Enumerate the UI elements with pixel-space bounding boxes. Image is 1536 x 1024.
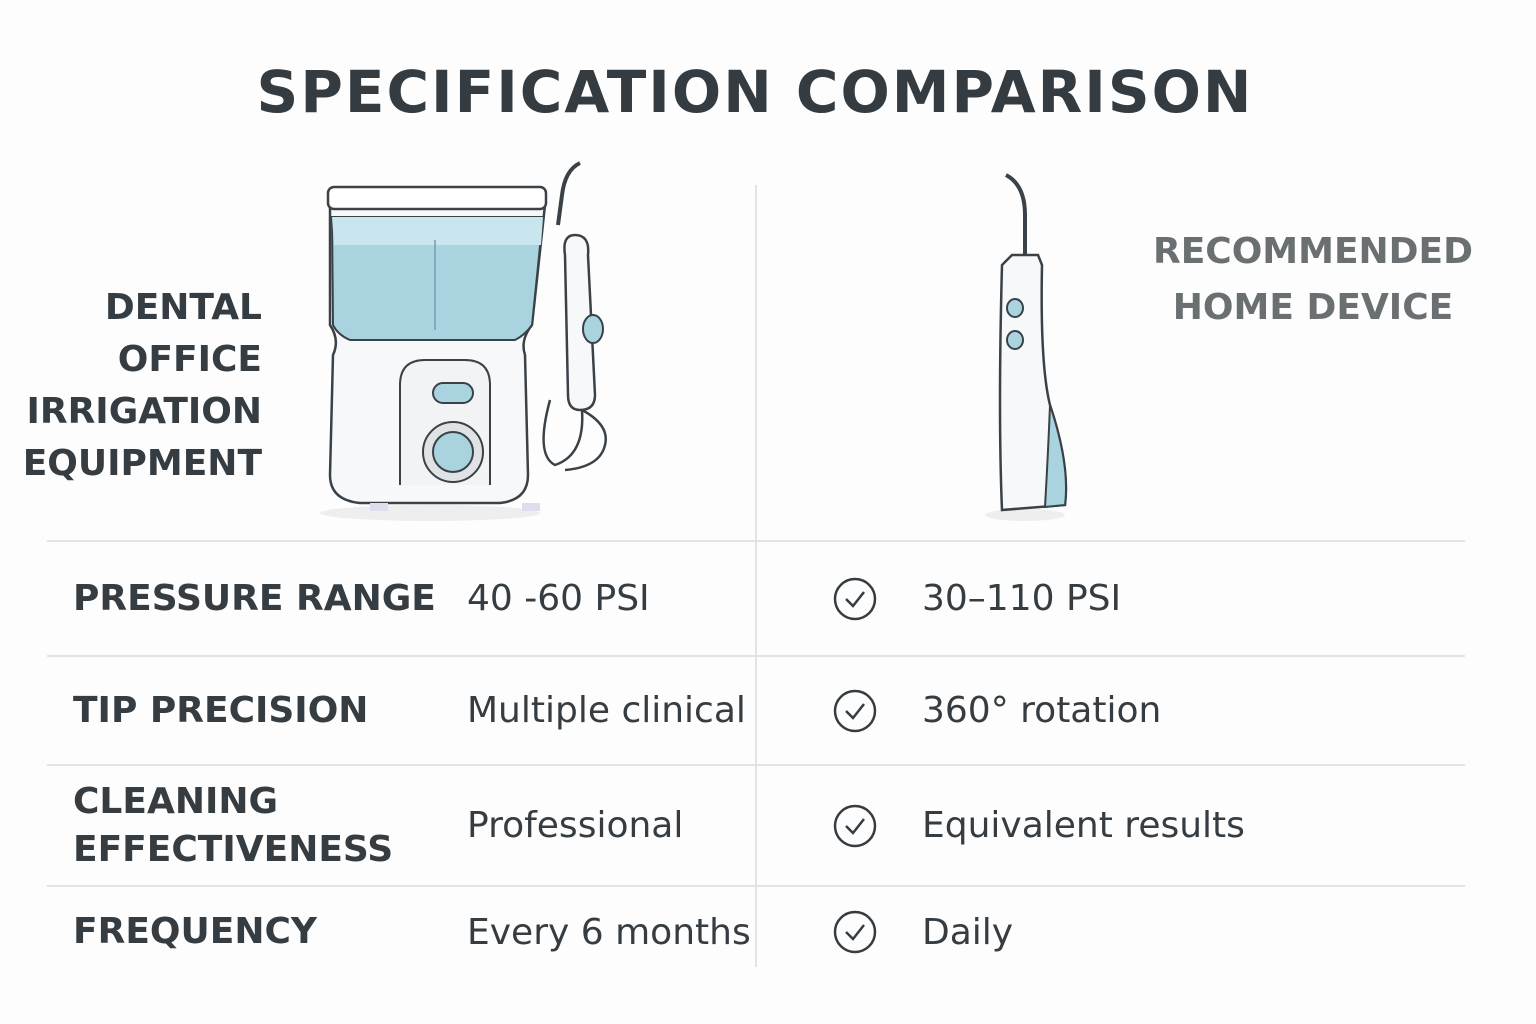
label-line: OFFICE	[117, 339, 262, 380]
row-label: FREQUENCY	[73, 911, 317, 952]
label-line: RECOMMENDED	[1152, 231, 1474, 272]
column-divider	[755, 185, 757, 967]
page-title: SPECIFICATION COMPARISON	[256, 58, 1254, 126]
office-value: Multiple clinical	[467, 690, 746, 731]
office-value: Professional	[467, 805, 684, 846]
office-value: Every 6 months	[467, 911, 751, 953]
check-circle-icon	[833, 577, 877, 620]
row-divider	[47, 655, 1465, 657]
check-circle-icon	[833, 910, 877, 954]
row-label: TIP PRECISION	[73, 689, 369, 731]
office-value: 40 -60 PSI	[467, 578, 650, 619]
label-line: EFFECTIVENESS	[73, 828, 394, 870]
home-value: 30–110 PSI	[922, 578, 1122, 619]
label-line: HOME DEVICE	[1172, 287, 1454, 328]
label-line: EQUIPMENT	[22, 443, 262, 484]
check-circle-icon	[833, 689, 877, 732]
row-label: PRESSURE RANGE	[73, 577, 436, 619]
row-divider	[47, 885, 1465, 887]
label-line: IRRIGATION	[26, 391, 262, 432]
row-divider	[47, 764, 1465, 766]
spec-row-frequency: FREQUENCY Every 6 months Daily	[47, 887, 1465, 977]
spec-row-pressure: PRESSURE RANGE 40 -60 PSI 30–110 PSI	[47, 542, 1465, 655]
spec-row-cleaning: CLEANING EFFECTIVENESS Professional Equi…	[47, 766, 1465, 885]
row-divider	[47, 540, 1465, 542]
cordless-flosser-illustration	[985, 173, 1068, 521]
home-value: Daily	[922, 911, 1014, 953]
row-label: CLEANING EFFECTIVENESS	[73, 778, 393, 874]
home-value: Equivalent results	[922, 805, 1245, 846]
countertop-flosser-illustration	[320, 161, 607, 521]
home-value: 360° rotation	[922, 690, 1162, 731]
label-line: DENTAL	[104, 287, 262, 328]
check-circle-icon	[833, 804, 877, 847]
label-line: CLEANING	[73, 780, 279, 822]
spec-row-tip-precision: TIP PRECISION Multiple clinical 360° rot…	[47, 657, 1465, 764]
office-equipment-label: DENTAL OFFICE IRRIGATION EQUIPMENT	[23, 282, 262, 490]
home-device-label: RECOMMENDED HOME DEVICE	[1150, 224, 1476, 336]
